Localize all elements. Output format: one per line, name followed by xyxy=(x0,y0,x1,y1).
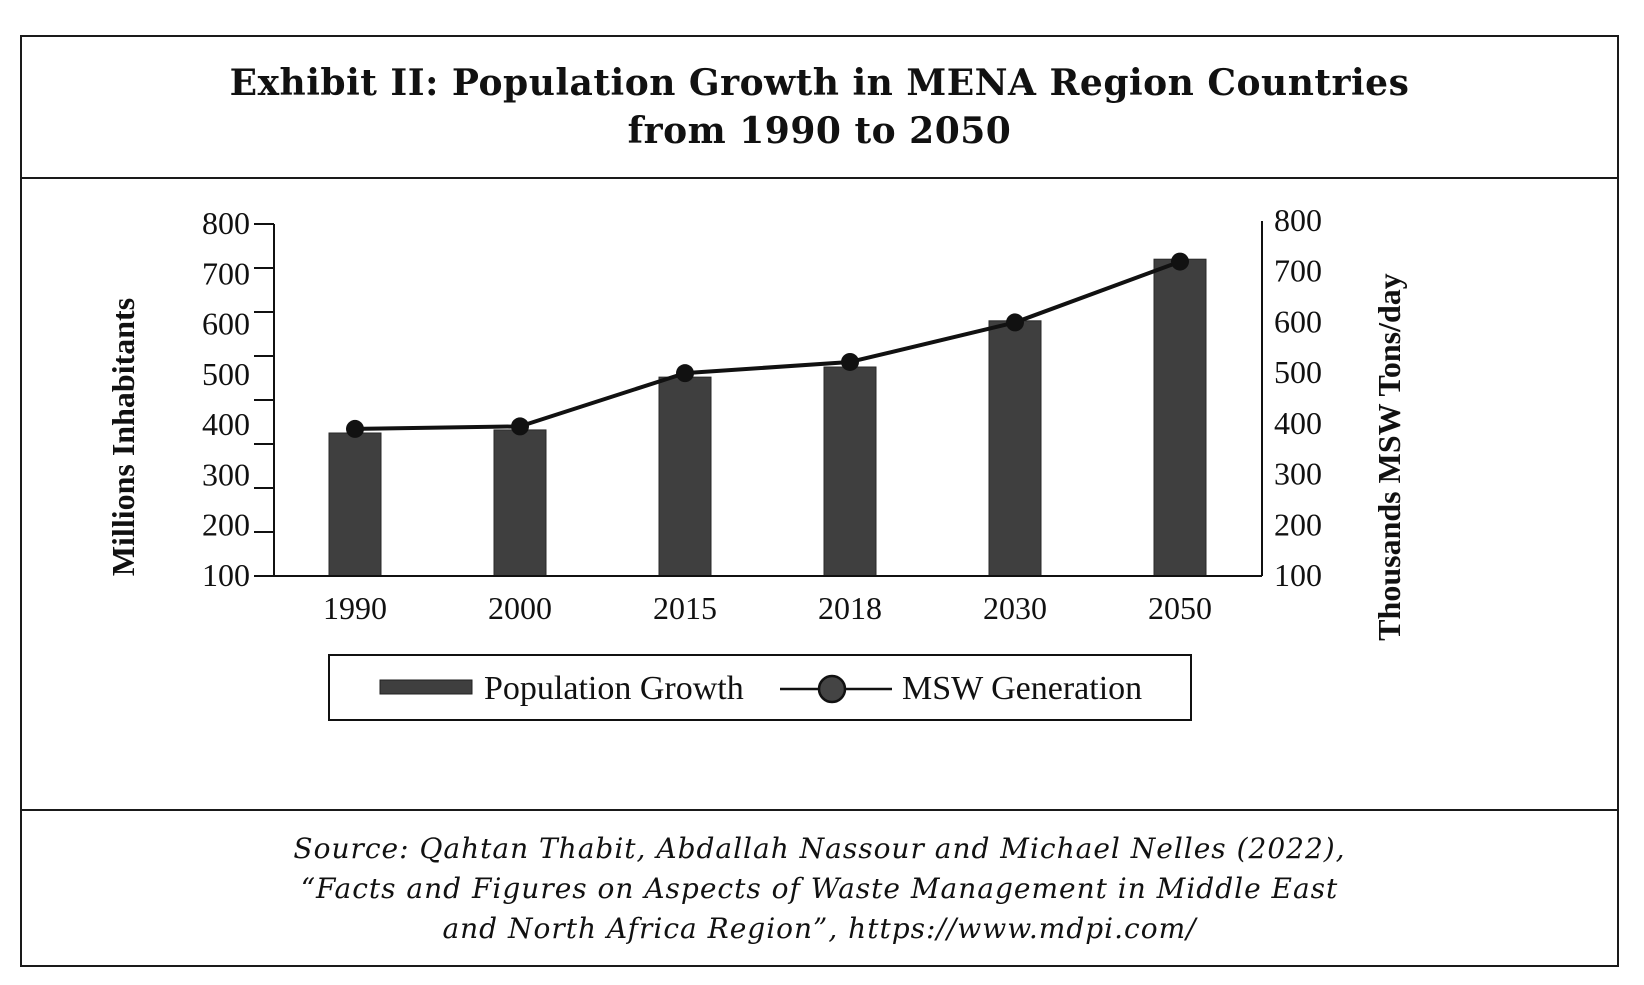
point-msw-generation xyxy=(511,417,529,436)
chart-area: 800 700 600 500 400 300 200 100 800 700 600 500 400… xyxy=(22,179,1617,809)
bar-population xyxy=(493,429,547,577)
legend-swatch-marker xyxy=(817,674,847,704)
y-tick-label-left: 200 xyxy=(202,507,250,543)
bar-population xyxy=(823,366,877,577)
y-tick-label-left: 800 xyxy=(202,205,250,241)
y-tick-label-right: 500 xyxy=(1274,354,1322,390)
y-tick-label-right: 100 xyxy=(1274,557,1322,593)
source-line-2: “Facts and Figures on Aspects of Waste M… xyxy=(300,872,1339,905)
x-tick-label: 1990 xyxy=(323,590,387,626)
point-msw-generation xyxy=(346,419,364,438)
y-tick-label-right: 700 xyxy=(1274,253,1322,289)
x-tick-label: 2015 xyxy=(653,590,717,626)
y-tick-label-right: 800 xyxy=(1274,202,1322,238)
combo-chart: 800 700 600 500 400 300 200 100 800 700 600 500 400… xyxy=(105,202,1407,721)
chart-title-line-1: Exhibit II: Population Growth in MENA Re… xyxy=(229,62,1410,104)
y-tick-label-right: 300 xyxy=(1274,456,1322,492)
point-msw-generation xyxy=(676,364,694,383)
y-tick-label-left: 100 xyxy=(202,557,250,593)
legend-swatch-bar xyxy=(379,679,473,695)
bar-population xyxy=(988,320,1042,577)
y-tick-label-left: 400 xyxy=(202,406,250,442)
source-box: Source: Qahtan Thabit, Abdallah Nassour … xyxy=(22,809,1617,967)
title-box: Exhibit II: Population Growth in MENA Re… xyxy=(22,37,1617,179)
y-tick-label-left: 300 xyxy=(202,456,250,492)
point-msw-generation xyxy=(841,352,859,371)
y-axis-title-left: Millions Inhabitants xyxy=(105,298,141,576)
bar-population xyxy=(658,376,712,577)
y-tick-label-left: 700 xyxy=(202,255,250,291)
bars-layer xyxy=(328,258,1207,577)
legend-box xyxy=(328,654,1192,721)
exhibit-frame: Exhibit II: Population Growth in MENA Re… xyxy=(20,35,1619,967)
y-tick-label-right: 400 xyxy=(1274,405,1322,441)
source-line-1: Source: Qahtan Thabit, Abdallah Nassour … xyxy=(293,832,1346,865)
x-tick-label: 2030 xyxy=(983,590,1047,626)
left-ticks: 800 700 600 500 400 300 200 100 xyxy=(202,205,274,593)
y-tick-label-right: 200 xyxy=(1274,506,1322,542)
line-layer xyxy=(346,252,1189,438)
axes-layer xyxy=(258,221,1263,577)
y-tick-label-left: 500 xyxy=(202,356,250,392)
y-axis-title-right: Thousands MSW Tons/day xyxy=(1371,273,1407,641)
chart-title-line-2: from 1990 to 2050 xyxy=(627,110,1012,152)
y-tick-label-right: 600 xyxy=(1274,303,1322,339)
right-ticks: 800 700 600 500 400 300 200 100 xyxy=(1274,202,1322,593)
point-msw-generation xyxy=(1006,313,1024,332)
y-tick-label-left: 600 xyxy=(202,306,250,342)
x-tick-label: 2018 xyxy=(818,590,882,626)
x-ticks: 1990 2000 2015 2018 2030 2050 xyxy=(323,590,1212,626)
bar-population xyxy=(1153,258,1207,577)
legend: Population Growth MSW Generation xyxy=(328,654,1192,721)
legend-label-msw: MSW Generation xyxy=(902,670,1142,707)
line-msw-generation xyxy=(354,259,1181,431)
x-tick-label: 2000 xyxy=(488,590,552,626)
legend-label-population: Population Growth xyxy=(484,670,744,707)
point-msw-generation xyxy=(1171,252,1189,271)
x-tick-label: 2050 xyxy=(1148,590,1212,626)
bar-population xyxy=(328,432,382,577)
source-line-3: and North Africa Region”, https://www.md… xyxy=(442,912,1197,945)
